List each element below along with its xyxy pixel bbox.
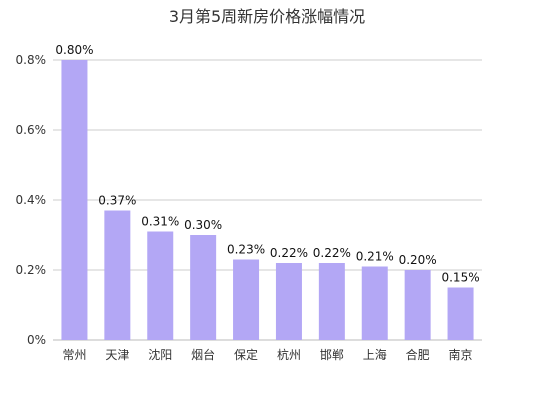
x-category-label: 邯郸: [320, 347, 344, 362]
bar: [190, 235, 217, 340]
data-label: 0.23%: [227, 243, 265, 257]
y-tick-label: 0.6%: [16, 123, 47, 137]
x-category-label: 天津: [105, 348, 129, 362]
bars-layer: [61, 60, 474, 340]
y-tick-label: 0.4%: [16, 193, 47, 207]
data-label: 0.21%: [356, 250, 394, 264]
bar: [361, 266, 388, 340]
x-category-label: 保定: [234, 347, 258, 362]
x-category-label: 南京: [449, 347, 473, 362]
data-label: 0.22%: [313, 246, 351, 260]
bar: [147, 231, 174, 340]
data-label: 0.80%: [55, 43, 93, 57]
data-label: 0.22%: [270, 246, 308, 260]
y-tick-label: 0.8%: [16, 53, 47, 67]
data-label: 0.30%: [184, 218, 222, 232]
bar: [233, 259, 260, 340]
y-tick-label: 0.2%: [16, 263, 47, 277]
data-label: 0.31%: [141, 215, 179, 229]
bar: [318, 263, 345, 340]
data-label: 0.37%: [98, 194, 136, 208]
x-category-label: 常州: [62, 348, 86, 362]
x-category-label: 沈阳: [148, 347, 172, 362]
bar: [404, 270, 431, 340]
x-category-label: 合肥: [406, 347, 430, 362]
chart-title: 3月第5周新房价格涨幅情况: [169, 7, 365, 26]
x-category-label: 杭州: [277, 347, 301, 362]
bar: [275, 263, 302, 340]
x-category-label: 烟台: [191, 347, 215, 362]
y-tick-label: 0%: [27, 333, 46, 347]
bar: [104, 210, 131, 340]
data-label: 0.20%: [399, 253, 437, 267]
bar: [447, 287, 474, 340]
labels-layer: 0% 0.2% 0.4% 0.6% 0.8% 0.80% 常州 0.37% 天津 0.31% 沈阳 0…: [16, 43, 480, 362]
x-category-label: 上海: [363, 347, 387, 362]
bar: [61, 60, 88, 340]
data-label: 0.15%: [441, 271, 479, 285]
